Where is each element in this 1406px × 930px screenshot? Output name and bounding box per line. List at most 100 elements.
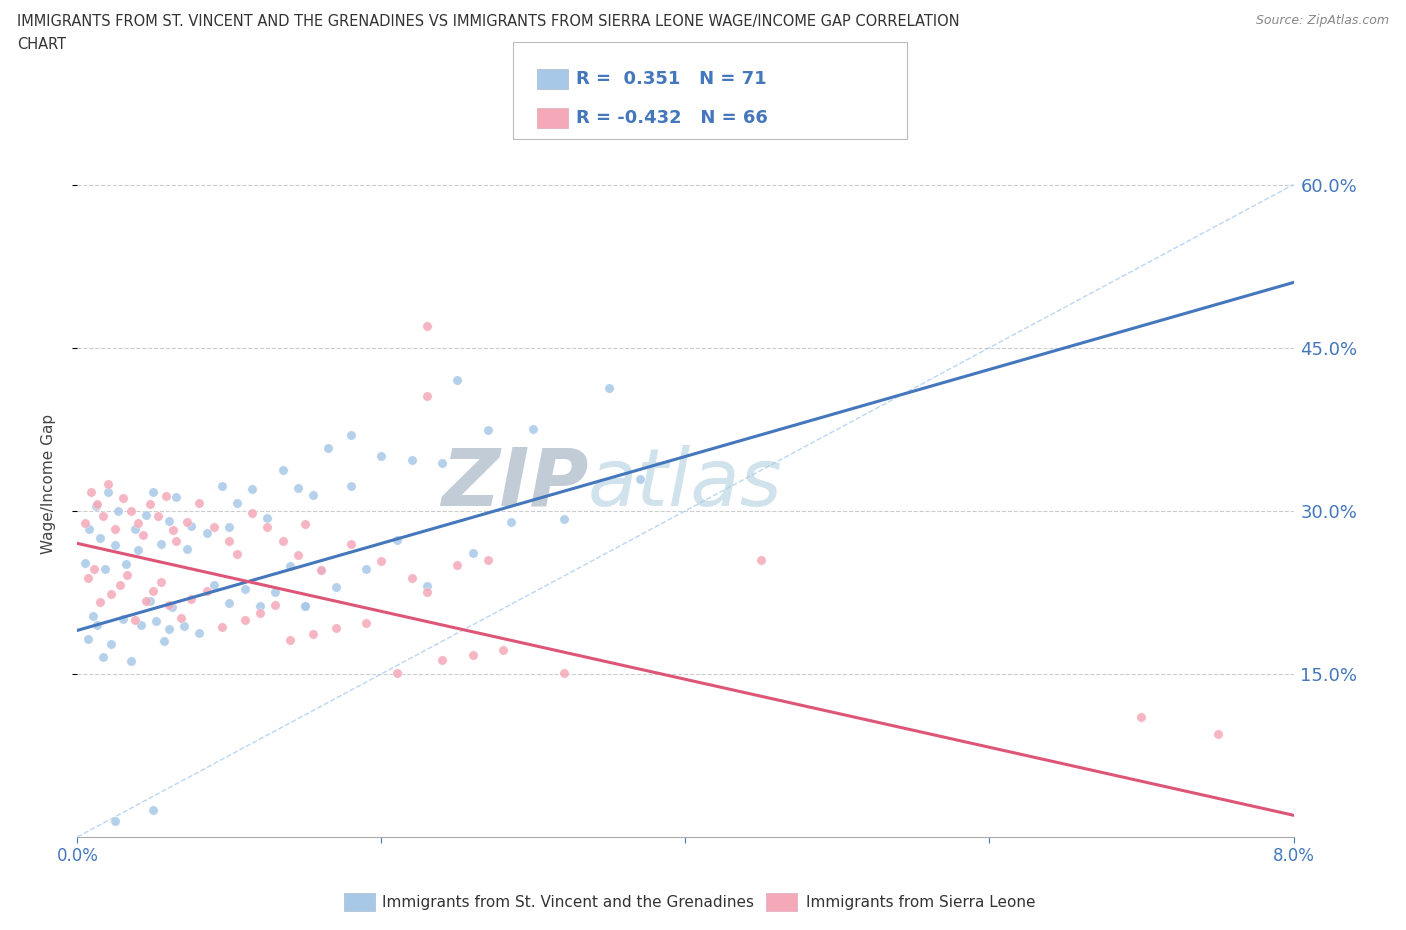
Point — [188, 625, 211, 640]
Point — [180, 518, 202, 533]
Point — [553, 512, 575, 527]
Point — [461, 546, 484, 561]
Point — [165, 489, 187, 504]
Point — [309, 562, 332, 577]
Point — [278, 559, 301, 574]
Point — [240, 482, 263, 497]
Point — [211, 619, 233, 634]
Point — [91, 649, 114, 664]
Point — [477, 553, 499, 568]
Point — [294, 599, 316, 614]
Point — [416, 389, 439, 404]
Point — [370, 553, 392, 568]
Point — [264, 597, 287, 612]
Point — [115, 556, 138, 571]
Point — [127, 515, 149, 530]
Text: IMMIGRANTS FROM ST. VINCENT AND THE GRENADINES VS IMMIGRANTS FROM SIERRA LEONE W: IMMIGRANTS FROM ST. VINCENT AND THE GREN… — [17, 14, 959, 29]
Point — [100, 636, 122, 651]
Point — [111, 612, 134, 627]
Point — [91, 509, 114, 524]
Point — [129, 618, 152, 632]
Point — [477, 422, 499, 437]
Point — [233, 613, 256, 628]
Point — [120, 653, 142, 668]
Point — [188, 495, 211, 510]
Point — [120, 503, 142, 518]
Point — [73, 516, 96, 531]
Point — [82, 608, 104, 623]
Point — [233, 581, 256, 596]
Point — [264, 584, 287, 599]
Point — [142, 584, 165, 599]
Point — [145, 614, 167, 629]
Point — [309, 563, 332, 578]
Point — [86, 497, 108, 512]
Point — [430, 653, 453, 668]
Point — [170, 611, 193, 626]
Point — [180, 591, 202, 606]
Point — [340, 537, 363, 551]
Point — [117, 567, 139, 582]
Point — [316, 441, 339, 456]
Point — [226, 546, 249, 561]
Point — [173, 618, 195, 633]
Point — [271, 463, 294, 478]
Point — [107, 504, 129, 519]
Point — [385, 665, 408, 680]
Point — [104, 813, 127, 828]
Point — [84, 498, 107, 513]
Point — [79, 522, 101, 537]
Point — [195, 525, 218, 540]
Point — [111, 491, 134, 506]
Point — [195, 584, 218, 599]
Text: Immigrants from Sierra Leone: Immigrants from Sierra Leone — [806, 895, 1035, 910]
Point — [499, 514, 522, 529]
Point — [287, 481, 309, 496]
Point — [294, 516, 316, 531]
Y-axis label: Wage/Income Gap: Wage/Income Gap — [42, 414, 56, 553]
Point — [240, 506, 263, 521]
Point — [249, 599, 271, 614]
Point — [176, 514, 198, 529]
Point — [218, 534, 240, 549]
Point — [325, 620, 347, 635]
Point — [1206, 726, 1229, 741]
Text: R = -0.432   N = 66: R = -0.432 N = 66 — [576, 109, 768, 127]
Point — [157, 513, 180, 528]
Point — [146, 509, 169, 524]
Point — [401, 452, 423, 467]
Point — [446, 373, 468, 388]
Point — [124, 613, 146, 628]
Text: R =  0.351   N = 71: R = 0.351 N = 71 — [576, 70, 768, 88]
Text: atlas: atlas — [588, 445, 783, 523]
Point — [401, 570, 423, 585]
Point — [157, 598, 180, 613]
Point — [131, 527, 153, 542]
Point — [77, 631, 100, 646]
Point — [218, 596, 240, 611]
Point — [302, 627, 325, 642]
Point — [142, 803, 165, 817]
Point — [176, 541, 198, 556]
Point — [294, 599, 316, 614]
Point — [139, 594, 162, 609]
Point — [124, 522, 146, 537]
Point — [385, 532, 408, 547]
Point — [83, 561, 105, 576]
Point — [157, 622, 180, 637]
Point — [218, 520, 240, 535]
Point — [461, 648, 484, 663]
Point — [287, 548, 309, 563]
Point — [492, 643, 515, 658]
Point — [153, 634, 176, 649]
Point — [249, 605, 271, 620]
Point — [256, 520, 278, 535]
Text: Immigrants from St. Vincent and the Grenadines: Immigrants from St. Vincent and the Gren… — [382, 895, 755, 910]
Point — [142, 485, 165, 499]
Point — [325, 580, 347, 595]
Point — [77, 571, 100, 586]
Point — [160, 599, 183, 614]
Point — [202, 578, 225, 592]
Point — [165, 534, 187, 549]
Point — [370, 449, 392, 464]
